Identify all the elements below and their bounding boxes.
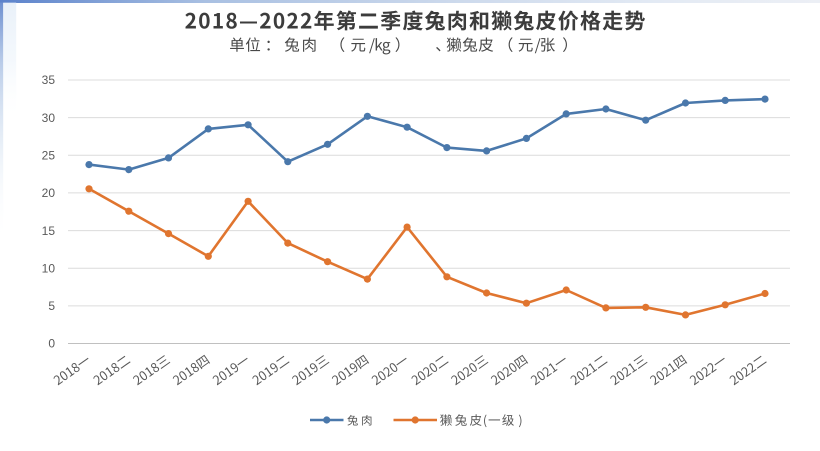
svg-text:30: 30: [42, 111, 56, 125]
svg-text:0: 0: [48, 337, 55, 351]
svg-text:15: 15: [42, 224, 56, 238]
svg-text:10: 10: [42, 261, 56, 275]
svg-text:35: 35: [42, 73, 56, 87]
svg-text:5: 5: [48, 299, 55, 313]
svg-text:25: 25: [42, 149, 56, 163]
svg-text:20: 20: [42, 186, 56, 200]
